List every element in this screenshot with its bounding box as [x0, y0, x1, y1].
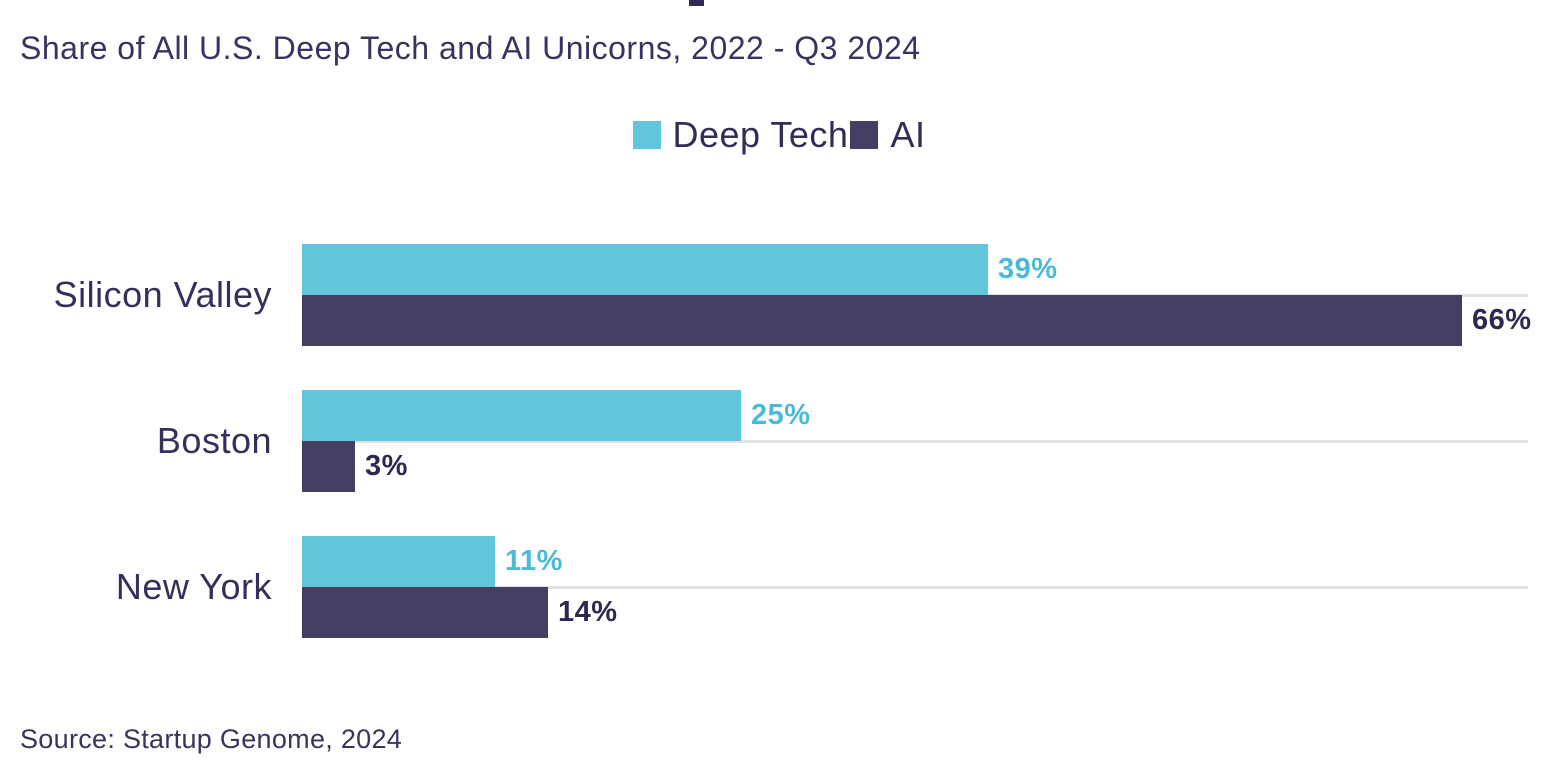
- ai-value-label: 3%: [365, 450, 408, 482]
- ai-bar: [302, 441, 355, 492]
- deep-tech-value-label: 39%: [998, 253, 1058, 285]
- legend: Deep Tech AI: [0, 114, 1560, 155]
- category-label: Silicon Valley: [53, 274, 272, 315]
- ai-value-label: 14%: [558, 596, 618, 628]
- deep-tech-value-label: 25%: [751, 399, 811, 431]
- deep-tech-bar: [302, 244, 988, 295]
- ai-bar: [302, 587, 548, 638]
- category-row: Boston 25% 3%: [0, 390, 1528, 492]
- deep-tech-value-label: 11%: [505, 545, 563, 577]
- ai-bar: [302, 295, 1462, 346]
- legend-label: Deep Tech: [672, 114, 849, 155]
- source-note: Source: Startup Genome, 2024: [20, 724, 403, 754]
- deep-tech-bar: [302, 536, 495, 587]
- legend-item: Deep Tech: [632, 114, 849, 156]
- category-label: Boston: [156, 420, 272, 461]
- category-row: Silicon Valley 39% 66%: [0, 244, 1531, 346]
- legend-label: AI: [890, 114, 926, 155]
- deep-tech-bar: [302, 390, 741, 441]
- chart-subtitle: Share of All U.S. Deep Tech and AI Unico…: [20, 30, 921, 66]
- category-label: New York: [115, 566, 272, 607]
- category-axis-track: [302, 586, 1528, 589]
- category-axis-track: [302, 440, 1528, 443]
- legend-swatch-icon: [850, 121, 879, 149]
- legend-swatch-icon: [632, 121, 661, 149]
- category-row: New York 11% 14%: [0, 536, 1528, 638]
- legend-item: AI: [850, 114, 925, 156]
- ai-value-label: 66%: [1472, 304, 1532, 336]
- cropped-title-descender: [689, 0, 704, 6]
